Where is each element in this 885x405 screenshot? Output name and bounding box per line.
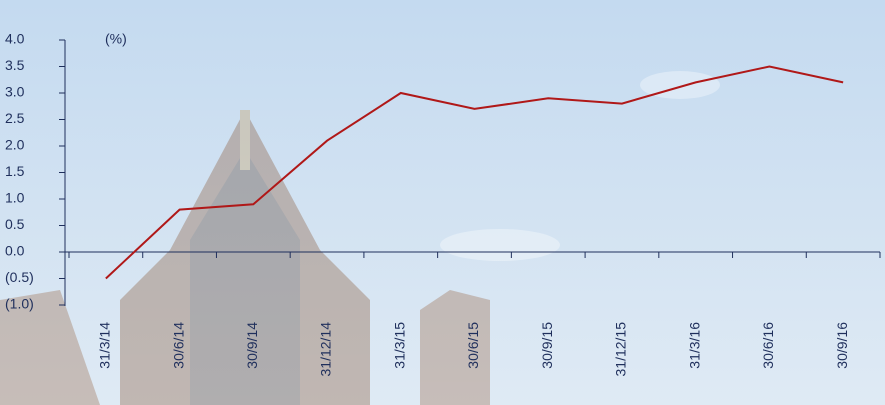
- y-tick-label: 1.5: [5, 163, 25, 179]
- x-tick-label: 31/3/16: [686, 322, 702, 369]
- y-tick-label: 2.5: [5, 110, 25, 126]
- x-tick-label: 30/9/16: [834, 322, 850, 369]
- x-tick-label: 30/9/15: [539, 322, 555, 369]
- y-tick-label: 0.5: [5, 216, 25, 232]
- y-tick-label: 3.0: [5, 84, 25, 100]
- y-tick-label: 1.0: [5, 190, 25, 206]
- unit-label: (%): [105, 31, 127, 47]
- x-tick-label: 30/6/14: [170, 322, 186, 369]
- x-tick-label: 30/6/16: [760, 322, 776, 369]
- y-tick-label: 0.0: [5, 243, 25, 259]
- y-tick-label: 4.0: [5, 31, 25, 47]
- y-tick-label: 3.5: [5, 57, 25, 73]
- chart: (%) 4.0 3.5 3.0 2.5 2.0 1.5 1.0 0.5 0.0 (0.5) (1.0…: [0, 0, 885, 405]
- x-tick-label: 31/12/14: [318, 322, 334, 377]
- x-tick-label: 31/3/14: [97, 322, 113, 369]
- x-tick-label: 30/6/15: [465, 322, 481, 369]
- x-tick-label: 30/9/14: [244, 322, 260, 369]
- y-tick-label: (1.0): [5, 296, 34, 312]
- x-tick-label: 31/3/15: [391, 322, 407, 369]
- x-tick-label: 31/12/15: [613, 322, 629, 377]
- y-tick-label: (0.5): [5, 269, 34, 285]
- y-tick-label: 2.0: [5, 137, 25, 153]
